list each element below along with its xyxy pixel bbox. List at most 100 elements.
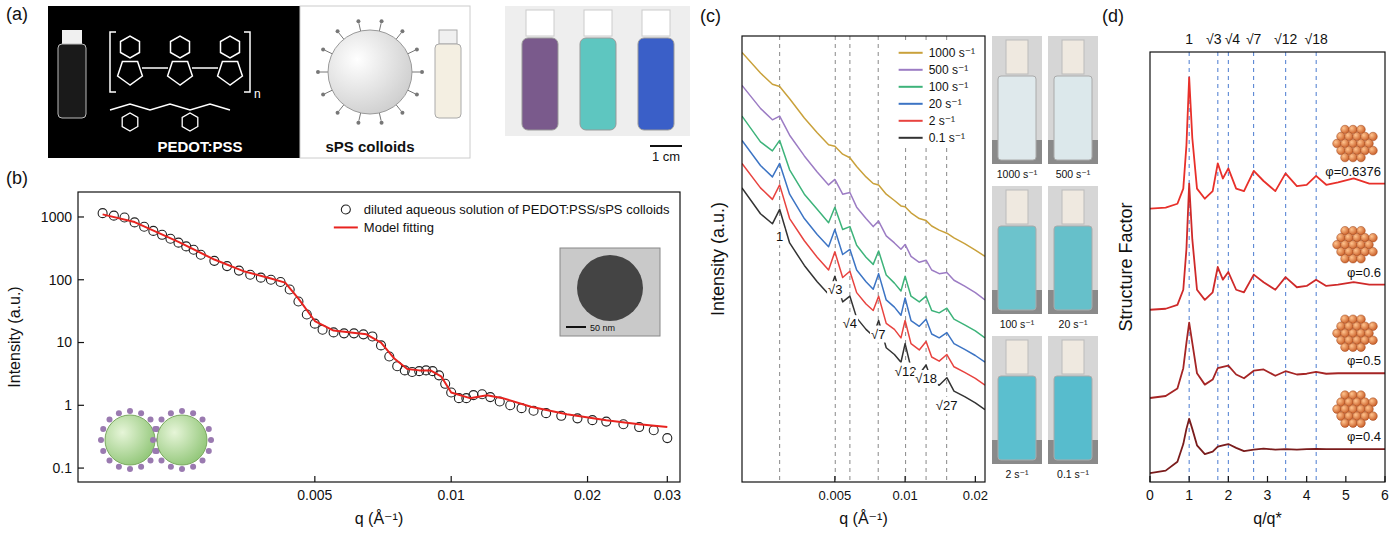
sphere-packing xyxy=(1333,125,1378,162)
legend-swatch xyxy=(334,226,358,228)
panel: 0123456q/q*Structure Factor1√3√4√7√12√18… xyxy=(1116,31,1389,527)
sulfonate-group xyxy=(336,111,340,115)
reference-line xyxy=(1189,52,1190,482)
bond xyxy=(142,67,168,69)
pedot-dot xyxy=(190,410,196,416)
sulfonate-stub xyxy=(396,105,401,111)
scale-bar xyxy=(566,326,586,328)
photo-bg xyxy=(505,6,690,136)
photos: 1000 s⁻¹500 s⁻¹100 s⁻¹20 s⁻¹2 s⁻¹0.1 s⁻¹ xyxy=(992,36,1098,480)
series-line xyxy=(742,85,985,300)
sulfonate-group xyxy=(316,70,320,74)
series-line xyxy=(1150,77,1385,208)
axes-frame xyxy=(78,192,680,482)
x-tick xyxy=(1149,476,1150,482)
pedot-dot xyxy=(168,464,174,470)
photo-label: 500 s⁻¹ xyxy=(1056,168,1091,180)
x-tick-label: 0.02 xyxy=(963,488,988,503)
thiophene-ring xyxy=(118,62,143,86)
x-tick xyxy=(1306,476,1307,482)
series-line xyxy=(1150,323,1385,398)
data-point xyxy=(602,417,611,426)
panel: 0.0050.010.02q (Å⁻¹)Intensity (a.u.)1√3√… xyxy=(708,36,1098,527)
legend-swatch xyxy=(899,120,923,122)
plot-area xyxy=(742,36,985,482)
legend-label: 100 s⁻¹ xyxy=(929,80,969,94)
pedot-dot xyxy=(116,464,122,470)
pedot-dot xyxy=(206,448,212,454)
label-bg xyxy=(775,228,784,245)
x-tick-label: 1 xyxy=(1185,487,1193,503)
series-line xyxy=(742,53,985,257)
legend-label: diluted aqueous solution of PEDOT:PSS/sP… xyxy=(364,202,670,217)
x-tick xyxy=(451,476,452,482)
sphere xyxy=(1349,419,1358,428)
peak-label: √3 xyxy=(1206,31,1222,47)
pedot-dot xyxy=(179,408,185,414)
series-label: φ=0.6376 xyxy=(1325,164,1381,179)
panel-a: nPEDOT:PSSsPS colloids1 cm xyxy=(48,6,690,164)
sulfonate-group xyxy=(380,19,384,23)
y-tick-label: 0.1 xyxy=(53,460,73,476)
plot-area xyxy=(1150,52,1385,482)
cuvette xyxy=(1054,226,1092,310)
y-tick-label: 1000 xyxy=(41,209,72,225)
series-line xyxy=(103,214,668,427)
peak-label: √12 xyxy=(1274,31,1297,47)
x-tick xyxy=(1228,476,1229,482)
legend-label: 500 s⁻¹ xyxy=(929,63,969,77)
sulfonate-group xyxy=(415,47,419,51)
x-axis-title: q (Å⁻¹) xyxy=(355,509,403,527)
pedot-dot xyxy=(200,416,206,422)
x-tick xyxy=(1189,476,1190,482)
colloid-sphere xyxy=(157,415,207,465)
axes-frame xyxy=(742,36,985,482)
scale-bar xyxy=(650,145,682,147)
x-tick xyxy=(834,476,835,482)
sulfonate-group xyxy=(400,111,404,115)
photo-label: 1000 s⁻¹ xyxy=(997,168,1038,180)
sulfonate-stub xyxy=(339,33,344,39)
label-bg xyxy=(935,397,959,414)
cap xyxy=(1006,190,1028,224)
sulfonate-stub xyxy=(379,23,381,31)
cuvette xyxy=(998,376,1036,460)
sulfonate-stub xyxy=(339,105,344,111)
sphere-packing xyxy=(1333,315,1378,352)
data-point xyxy=(98,209,107,218)
photo-bg xyxy=(1048,336,1098,464)
x-tick xyxy=(1267,476,1268,482)
series-line xyxy=(1150,184,1385,310)
panel-letter: (a) xyxy=(6,4,28,24)
colloid-sphere xyxy=(105,415,155,465)
sphere xyxy=(1369,146,1378,155)
sphere xyxy=(1341,419,1350,428)
cap xyxy=(1062,340,1084,374)
y-axis-title: Intensity (a.u.) xyxy=(6,286,23,387)
scale-bar-label: 1 cm xyxy=(652,149,680,164)
reference-line xyxy=(1316,52,1317,482)
y-tick xyxy=(78,279,84,280)
pedot-dot xyxy=(127,466,133,472)
sphere xyxy=(1341,254,1350,263)
pedot-dot xyxy=(158,416,164,422)
sphere xyxy=(1349,153,1358,162)
vial-body xyxy=(638,38,674,130)
y-axis-title: Intensity (a.u.) xyxy=(708,202,728,316)
cap xyxy=(1006,40,1028,74)
structure-box xyxy=(48,6,300,158)
photo-bg xyxy=(992,36,1042,164)
sphere xyxy=(1357,153,1366,162)
vial-body xyxy=(435,44,461,118)
cuvette xyxy=(998,226,1036,310)
inset-tem: 50 nm xyxy=(560,248,660,336)
legend-bg xyxy=(895,43,979,148)
x-tick-label: 0.01 xyxy=(892,488,917,503)
pedot-dot xyxy=(150,437,156,443)
photo-bg xyxy=(992,336,1042,464)
inset-schematic xyxy=(98,408,214,472)
data-point xyxy=(340,329,349,338)
series-label: φ=0.6 xyxy=(1347,265,1381,280)
scale-bar-label: 50 nm xyxy=(590,323,615,333)
sulfonate-stub xyxy=(320,72,328,73)
